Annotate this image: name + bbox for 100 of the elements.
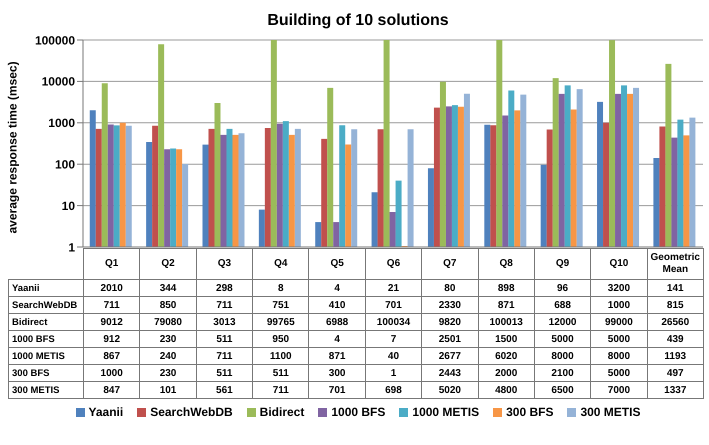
data-label: 80: [422, 280, 478, 296]
data-label: 497: [647, 364, 704, 382]
text: SearchWebDB: [12, 300, 78, 310]
y-tick-label: 10: [62, 198, 76, 213]
data-label: 1337: [647, 382, 704, 398]
data-label: 1500: [478, 330, 534, 348]
data-label: 2501: [422, 330, 478, 348]
data-label: 96: [534, 280, 591, 296]
text: 300 BFS: [12, 368, 50, 378]
data-label: 9820: [422, 314, 478, 330]
data-label: 912: [84, 330, 140, 348]
x-tick-label: Q5: [308, 248, 366, 280]
data-label: 898: [478, 280, 534, 296]
data-label: 439: [647, 330, 704, 348]
data-label: 26560: [647, 314, 704, 330]
legend-label: SearchWebDB: [149, 405, 233, 419]
text: 1000 BFS: [12, 334, 55, 344]
data-label: 511: [196, 330, 253, 348]
data-label: 2010: [84, 280, 140, 296]
data-label: 751: [252, 296, 309, 314]
x-tick-label: Q7: [422, 248, 478, 280]
y-tick-label: 100000: [34, 33, 76, 48]
data-label: 101: [140, 382, 196, 398]
data-label: 2000: [478, 364, 534, 382]
data-label: 711: [84, 296, 140, 314]
x-tick-label: Q4: [252, 248, 309, 280]
data-label: 701: [308, 382, 366, 398]
data-label: 141: [647, 280, 704, 296]
data-label: 7000: [590, 382, 648, 398]
data-label: 847: [84, 382, 140, 398]
data-label: 2330: [422, 296, 478, 314]
data-label: 99765: [252, 314, 309, 330]
data-label: 2443: [422, 364, 478, 382]
data-label: 240: [140, 348, 196, 364]
data-label: 298: [196, 280, 253, 296]
data-label: 5000: [534, 330, 591, 348]
y-tick-label: 100: [54, 157, 76, 172]
x-tick-label: Q9: [534, 248, 591, 280]
data-label: 410: [308, 296, 366, 314]
data-label: 4: [308, 280, 366, 296]
data-label: 230: [140, 330, 196, 348]
data-label: 2100: [534, 364, 591, 382]
data-label: 1100: [252, 348, 309, 364]
data-label: 100034: [365, 314, 422, 330]
data-label: 1000: [590, 296, 648, 314]
data-label: 2677: [422, 348, 478, 364]
data-label: 40: [365, 348, 422, 364]
data-label: 511: [196, 364, 253, 382]
legend-label: 1000 METIS: [411, 405, 480, 419]
y-tick-label: 1000: [48, 116, 76, 130]
data-label: 871: [308, 348, 366, 364]
data-label: 6988: [308, 314, 366, 330]
data-label: 701: [365, 296, 422, 314]
data-label: 561: [196, 382, 253, 398]
data-label: 698: [365, 382, 422, 398]
legend-label: 300 METIS: [579, 405, 640, 419]
x-tick-label: Q10: [590, 248, 648, 280]
data-label: 21: [365, 280, 422, 296]
data-label: 1000: [84, 364, 140, 382]
x-tick-label: Q8: [478, 248, 534, 280]
data-label: 230: [140, 364, 196, 382]
legend-label: Bidirect: [258, 405, 304, 419]
data-label: 9012: [84, 314, 140, 330]
text: Bidirect: [12, 316, 48, 328]
data-label: 12000: [534, 314, 591, 330]
data-label: 711: [252, 382, 309, 398]
data-label: 79080: [140, 314, 196, 330]
data-label: 711: [196, 296, 253, 314]
data-label: 8000: [590, 348, 648, 364]
data-label: 688: [534, 296, 591, 314]
x-tick-label: Q1: [84, 248, 140, 280]
chart-title: Building of 10 solutions: [266, 11, 450, 31]
x-tick-label: Q3: [196, 248, 253, 280]
data-label: 7: [365, 330, 422, 348]
data-label: 5020: [422, 382, 478, 398]
data-label: 950: [252, 330, 309, 348]
legend-label: 1000 BFS: [330, 405, 386, 419]
data-label: 5000: [590, 330, 648, 348]
y-tick-label: 1: [68, 240, 76, 254]
data-label: 6020: [478, 348, 534, 364]
data-label: 8: [252, 280, 309, 296]
data-label: 711: [196, 348, 253, 364]
y-tick-label: 10000: [42, 74, 76, 89]
data-label: 4800: [478, 382, 534, 398]
text: 1000 METIS: [12, 350, 65, 362]
text: 300 METIS: [12, 384, 60, 396]
x-tick-label: Q6: [365, 248, 422, 280]
x-tick-label: Q2: [140, 248, 196, 280]
y-axis-title: average response time (msec): [5, 61, 20, 234]
data-label: 5000: [590, 364, 648, 382]
data-label: 511: [252, 364, 309, 382]
data-label: 3200: [590, 280, 648, 296]
data-label: 99000: [590, 314, 648, 330]
legend-label: Yaanii: [88, 405, 124, 419]
data-label: 4: [308, 330, 366, 348]
legend-label: 300 BFS: [505, 405, 554, 419]
x-tick-label: Geometric Mean: [647, 248, 704, 280]
data-label: 1193: [647, 348, 704, 364]
data-label: 344: [140, 280, 196, 296]
data-label: 815: [647, 296, 704, 314]
